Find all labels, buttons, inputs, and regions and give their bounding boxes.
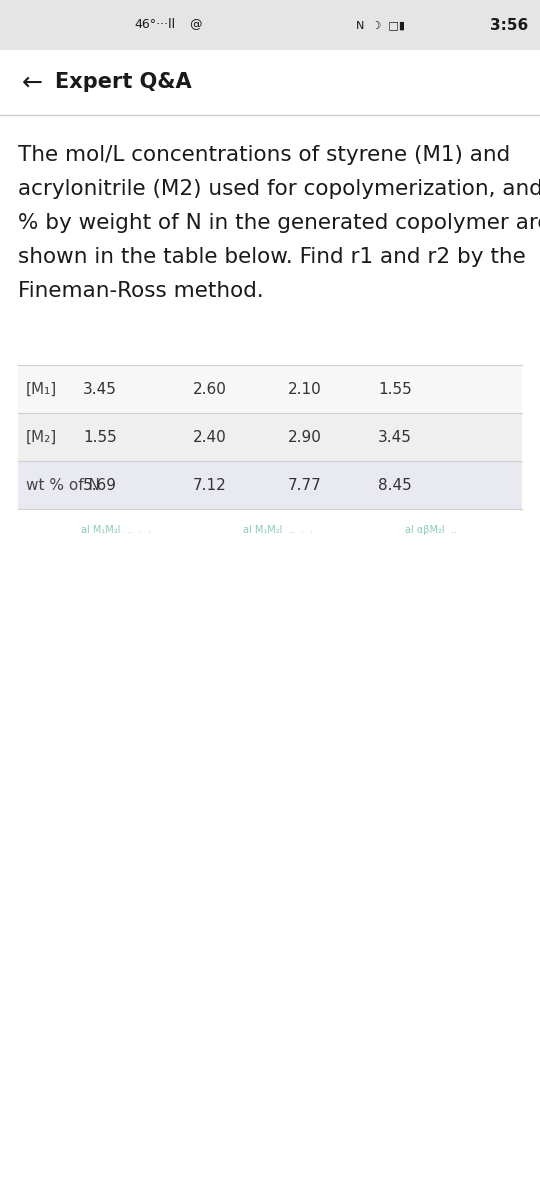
Text: 3:56: 3:56 <box>490 18 528 32</box>
Text: 7.12: 7.12 <box>193 478 227 492</box>
Text: % by weight of N in the generated copolymer are: % by weight of N in the generated copoly… <box>18 214 540 233</box>
Text: acrylonitrile (M2) used for copolymerization, and: acrylonitrile (M2) used for copolymeriza… <box>18 179 540 199</box>
Bar <box>0 50 540 115</box>
Text: The mol/L concentrations of styrene (M1) and: The mol/L concentrations of styrene (M1)… <box>18 145 510 164</box>
Text: 2.40: 2.40 <box>193 430 227 444</box>
Text: 1.55: 1.55 <box>83 430 117 444</box>
Text: wt % of N: wt % of N <box>26 478 100 492</box>
Text: 2.10: 2.10 <box>288 382 322 396</box>
Text: [M₁]: [M₁] <box>26 382 57 396</box>
Text: @: @ <box>189 18 201 31</box>
Bar <box>18 461 522 509</box>
Text: 2.60: 2.60 <box>193 382 227 396</box>
Bar <box>18 365 522 413</box>
Bar <box>0 0 540 50</box>
Text: 8.45: 8.45 <box>378 478 412 492</box>
Text: 5.69: 5.69 <box>83 478 117 492</box>
Text: 7.77: 7.77 <box>288 478 322 492</box>
Text: [M₂]: [M₂] <box>26 430 57 444</box>
Text: N  ☽  □▮: N ☽ □▮ <box>355 20 404 30</box>
Text: 3.45: 3.45 <box>83 382 117 396</box>
Text: shown in the table below. Find r1 and r2 by the: shown in the table below. Find r1 and r2… <box>18 247 526 266</box>
Text: Expert Q&A: Expert Q&A <box>55 72 192 92</box>
Text: al αβM₂l  ..: al αβM₂l .. <box>405 526 457 535</box>
Text: ←: ← <box>22 71 43 95</box>
Text: al M₁M₂l  ..  .  .: al M₁M₂l .. . . <box>243 526 313 535</box>
Text: 2.90: 2.90 <box>288 430 322 444</box>
Text: 1.55: 1.55 <box>378 382 412 396</box>
Bar <box>18 413 522 461</box>
Text: 46°···ll: 46°···ll <box>134 18 176 31</box>
Text: 3.45: 3.45 <box>378 430 412 444</box>
Text: Fineman-Ross method.: Fineman-Ross method. <box>18 281 264 301</box>
Text: al M₁M₂l  ..  .  .: al M₁M₂l .. . . <box>81 526 151 535</box>
